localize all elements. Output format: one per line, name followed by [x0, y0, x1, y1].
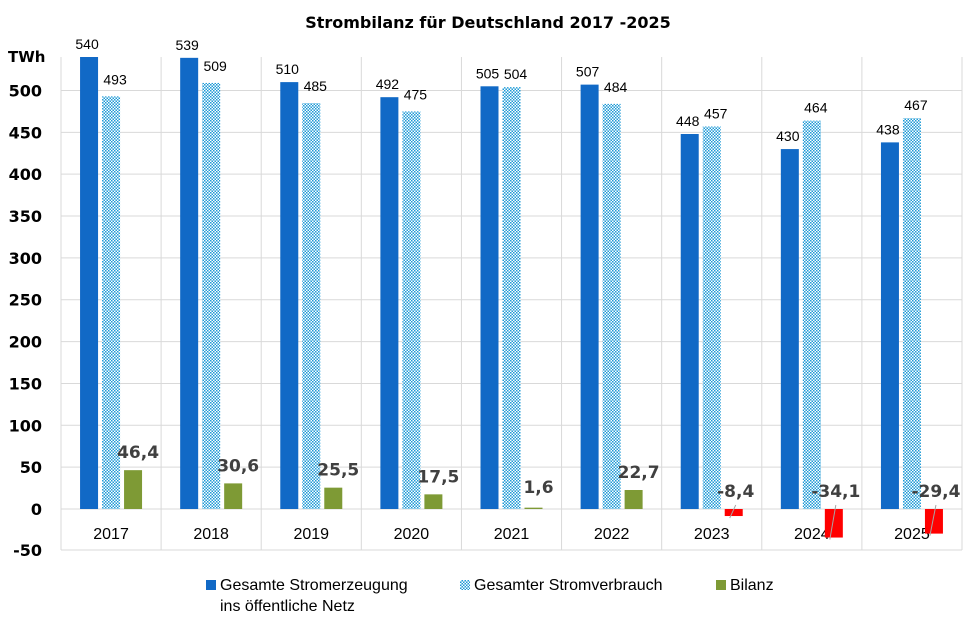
x-tick-label: 2023	[694, 526, 730, 543]
data-label-generation: 539	[175, 37, 199, 53]
data-label-consumption: 457	[704, 105, 728, 121]
y-tick-label: 300	[9, 249, 42, 268]
bar-bilanz	[324, 487, 343, 509]
y-tick-label: -50	[13, 541, 42, 560]
x-tick-label: 2019	[293, 526, 329, 543]
legend-swatch-consumption	[460, 580, 470, 590]
y-tick-label: 250	[9, 291, 42, 310]
x-tick-label: 2022	[594, 526, 630, 543]
leader-line	[829, 504, 837, 540]
legend-label-bilanz: Bilanz	[730, 577, 774, 594]
bar-consumption	[302, 103, 321, 509]
y-tick-label: 50	[20, 458, 42, 477]
y-axis-ticks: -50 0 50 100 150 200 250 300 350 400 450 500	[9, 81, 42, 560]
x-axis-ticks: 2017 2018 2019 2020 2021 2022 2023 2024 2025	[93, 526, 930, 543]
data-label-generation: 430	[776, 128, 800, 144]
bar-generation	[880, 142, 899, 509]
data-label-consumption: 475	[404, 86, 428, 102]
bar-consumption	[102, 96, 121, 509]
x-tick-label: 2025	[894, 526, 930, 543]
data-label-generation: 505	[476, 65, 500, 81]
bar-generation	[780, 149, 799, 509]
data-label-bilanz: -29,4	[911, 482, 960, 502]
data-labels: 540 539 510 492 505 507 448 430 438 493 509 485 475 5…	[75, 36, 961, 540]
data-label-bilanz: 17,5	[417, 467, 459, 487]
bar-consumption	[902, 118, 921, 510]
bar-generation	[280, 82, 299, 509]
bar-consumption	[602, 103, 621, 509]
leader-line	[729, 504, 737, 519]
data-label-consumption: 484	[604, 79, 628, 95]
data-label-generation: 448	[676, 113, 700, 129]
legend-swatch-bilanz	[716, 580, 726, 590]
data-label-consumption: 467	[904, 97, 928, 113]
bar-consumption	[502, 87, 521, 509]
x-tick-label: 2018	[193, 526, 229, 543]
bar-generation	[380, 97, 399, 509]
bar-bilanz	[624, 489, 643, 509]
y-tick-label: 100	[9, 416, 42, 435]
bar-consumption	[402, 111, 421, 509]
y-tick-label: 450	[9, 123, 42, 142]
x-tick-label: 2017	[93, 526, 129, 543]
bar-bilanz	[424, 494, 443, 509]
y-axis-label: TWh	[8, 48, 45, 66]
data-label-consumption: 504	[504, 66, 528, 82]
bar-bilanz	[724, 509, 743, 517]
bar-bilanz	[224, 483, 243, 509]
data-label-generation: 510	[276, 61, 300, 77]
legend-label-generation-line1: Gesamte Stromerzeugung	[220, 577, 408, 594]
legend-label-consumption: Gesamter Stromverbrauch	[474, 577, 663, 594]
x-tick-label: 2024	[794, 526, 830, 543]
bar-generation	[180, 57, 199, 509]
y-tick-label: 350	[9, 207, 42, 226]
y-tick-label: 200	[9, 333, 42, 352]
legend-swatch-generation	[206, 580, 216, 590]
bars	[80, 57, 943, 538]
bar-bilanz	[124, 470, 143, 509]
data-label-bilanz: 30,6	[217, 456, 259, 476]
bar-consumption	[802, 120, 821, 510]
x-tick-label: 2021	[494, 526, 530, 543]
y-tick-label: 0	[31, 500, 42, 519]
chart-title: Strombilanz für Deutschland 2017 -2025	[305, 13, 671, 32]
bar-bilanz	[524, 507, 543, 509]
data-label-consumption: 509	[203, 58, 227, 74]
data-label-generation: 438	[876, 121, 900, 137]
bar-generation	[480, 86, 499, 509]
data-label-bilanz: -8,4	[717, 482, 754, 502]
data-label-bilanz: 22,7	[618, 463, 660, 483]
bar-consumption	[702, 126, 721, 510]
bar-consumption	[202, 82, 221, 509]
x-tick-label: 2020	[394, 526, 430, 543]
y-tick-label: 500	[9, 81, 42, 100]
data-label-consumption: 493	[103, 71, 127, 87]
bar-bilanz	[924, 509, 943, 534]
bar-generation	[80, 57, 99, 509]
data-label-generation: 507	[576, 64, 600, 80]
bar-generation	[680, 134, 699, 510]
bar-bilanz	[824, 509, 843, 538]
data-label-generation: 492	[376, 76, 400, 92]
data-label-bilanz: 25,5	[317, 461, 359, 481]
bar-generation	[580, 84, 599, 509]
data-label-bilanz: -34,1	[811, 482, 860, 502]
y-tick-label: 150	[9, 374, 42, 393]
leader-line	[929, 504, 937, 536]
y-tick-label: 400	[9, 165, 42, 184]
data-label-generation: 540	[75, 36, 99, 52]
data-label-bilanz: 46,4	[117, 443, 159, 463]
data-label-consumption: 485	[304, 78, 328, 94]
legend-label-generation-line2: ins öffentliche Netz	[220, 598, 355, 615]
data-label-bilanz: 1,6	[523, 478, 553, 498]
data-label-consumption: 464	[804, 100, 828, 116]
